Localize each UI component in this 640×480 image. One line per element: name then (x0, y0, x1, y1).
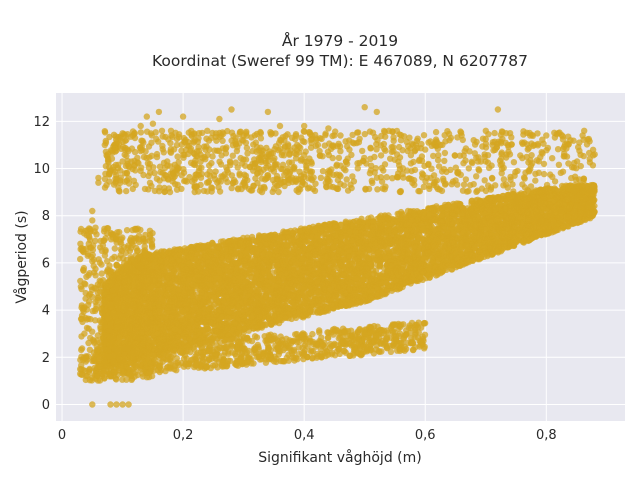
chart-title-line2: Koordinat (Sweref 99 TM): E 467089, N 62… (152, 52, 528, 70)
chart-title-line1: År 1979 - 2019 (282, 31, 398, 50)
data-points (77, 104, 598, 408)
